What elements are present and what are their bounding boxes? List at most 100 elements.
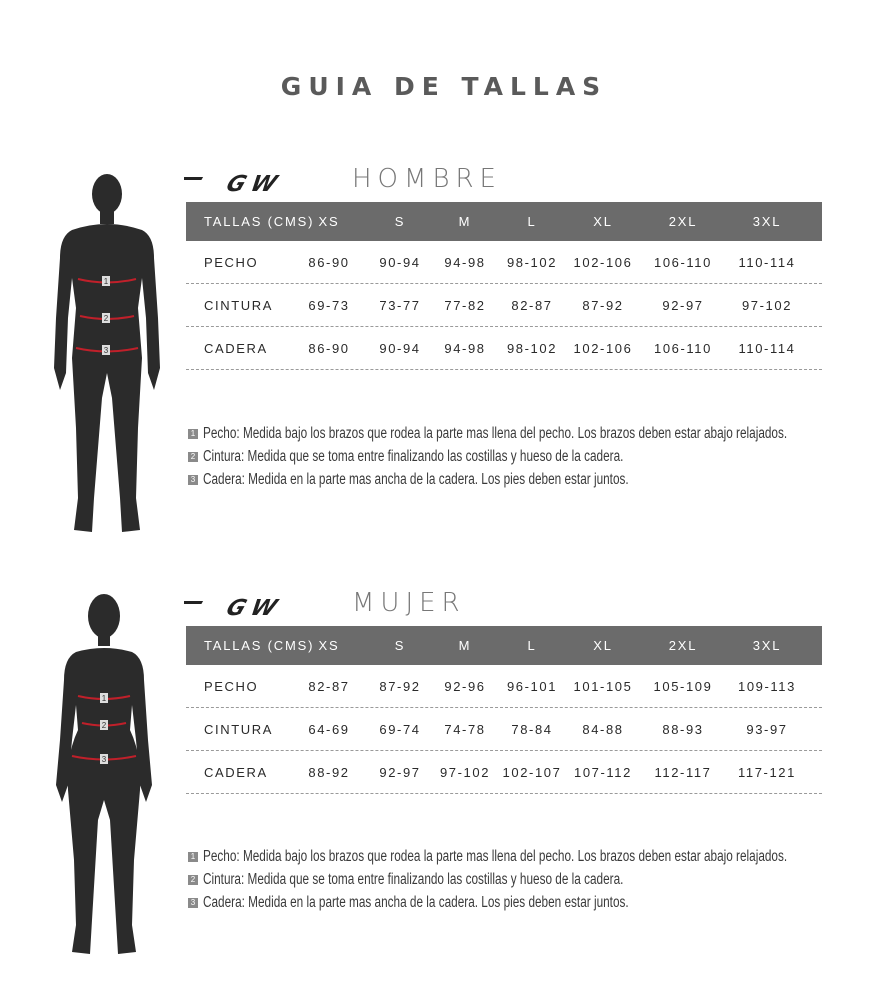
table-cell: 102-106 [573,254,633,270]
row-label: PECHO [204,678,259,694]
table-row: CADERA 88-92 92-97 97-102 102-107 107-112 112-… [186,751,822,794]
size-column-header: S [394,214,406,229]
measurement-notes: 1 Pecho: Medida bajo los brazos que rodea… [188,422,888,491]
table-cell: 69-74 [379,721,421,737]
note-text: Cintura: Medida que se toma entre finali… [203,870,624,888]
size-column-header: XS [318,638,340,653]
note-number: 1 [188,428,198,439]
svg-text:3: 3 [102,755,107,764]
size-table: TALLAS (CMS) XS S M L XL 2XL 3XL PECHO 86-90 90-… [186,202,822,370]
table-cell: 107-112 [574,764,632,780]
table-cell: 69-73 [308,297,350,313]
note-number: 1 [188,851,198,862]
table-cell: 87-92 [582,297,624,313]
row-label: CADERA [204,764,268,780]
table-cell: 88-92 [308,764,350,780]
size-column-header: 2XL [668,214,698,229]
table-cell: 82-87 [308,678,350,694]
size-column-header: 2XL [668,638,698,653]
table-cell: 87-92 [379,678,421,694]
table-cell: 88-93 [662,721,704,737]
svg-text:2: 2 [102,721,107,730]
table-cell: 74-78 [444,721,486,737]
note-number: 2 [188,451,198,462]
size-column-header: XL [593,214,613,229]
table-cell: 117-121 [738,764,796,780]
table-cell: 92-97 [662,297,704,313]
size-column-header: M [458,638,472,653]
svg-text:3: 3 [104,346,109,355]
table-cell: 110-114 [738,254,796,270]
table-cell: 97-102 [439,764,491,780]
header-label: TALLAS (CMS) [204,214,315,229]
size-table: TALLAS (CMS) XS S M L XL 2XL 3XL PECHO 82-87 87-… [186,626,822,794]
table-row: PECHO 86-90 90-94 94-98 98-102 102-106 106-110… [186,241,822,284]
svg-text:1: 1 [102,694,107,703]
note-text: Cintura: Medida que se toma entre finali… [203,447,624,465]
note-item: 1 Pecho: Medida bajo los brazos que rodea… [188,845,888,868]
table-header: TALLAS (CMS) XS S M L XL 2XL 3XL [186,202,822,241]
table-cell: 77-82 [444,297,486,313]
svg-text:1: 1 [104,277,109,286]
table-cell: 102-106 [573,340,633,356]
table-cell: 110-114 [738,340,796,356]
svg-text:GW: GW [223,172,286,194]
size-column-header: 3XL [752,214,782,229]
measurement-notes: 1 Pecho: Medida bajo los brazos que rodea… [188,845,888,914]
row-label: CADERA [204,340,268,356]
gw-brand-logo: GW [184,596,286,618]
row-label: CINTURA [204,297,273,313]
size-column-header: S [394,638,406,653]
table-cell: 86-90 [308,340,350,356]
note-text: Cadera: Medida en la parte mas ancha de … [203,893,629,911]
table-cell: 90-94 [379,340,421,356]
table-cell: 93-97 [746,721,788,737]
table-cell: 84-88 [582,721,624,737]
table-cell: 106-110 [654,340,712,356]
table-cell: 109-113 [738,678,796,694]
size-column-header: L [527,638,537,653]
note-item: 3 Cadera: Medida en la parte mas ancha de… [188,891,888,914]
table-row: CADERA 86-90 90-94 94-98 98-102 102-106 106-11… [186,327,822,370]
table-cell: 78-84 [511,721,553,737]
table-cell: 97-102 [741,297,793,313]
section-heading: HOMBRE [352,164,502,194]
note-text: Cadera: Medida en la parte mas ancha de … [203,470,629,488]
note-text: Pecho: Medida bajo los brazos que rodea … [203,847,788,865]
size-column-header: M [458,214,472,229]
table-cell: 106-110 [654,254,712,270]
svg-text:2: 2 [104,314,109,323]
table-cell: 96-101 [506,678,558,694]
female-silhouette-figure: 1 2 3 [56,594,152,954]
note-item: 1 Pecho: Medida bajo los brazos que rodea… [188,422,888,445]
table-cell: 105-109 [653,678,713,694]
table-cell: 94-98 [444,340,486,356]
table-cell: 94-98 [444,254,486,270]
note-number: 3 [188,474,198,485]
note-item: 2 Cintura: Medida que se toma entre final… [188,445,888,468]
note-text: Pecho: Medida bajo los brazos que rodea … [203,424,788,442]
table-cell: 101-105 [573,678,633,694]
table-cell: 92-96 [444,678,486,694]
table-row: CINTURA 69-73 73-77 77-82 82-87 87-92 92-97 97-… [186,284,822,327]
table-cell: 102-107 [502,764,562,780]
note-number: 3 [188,897,198,908]
table-cell: 64-69 [308,721,350,737]
row-label: CINTURA [204,721,273,737]
table-cell: 86-90 [308,254,350,270]
size-column-header: L [527,214,537,229]
table-row: CINTURA 64-69 69-74 74-78 78-84 84-88 88-93 93-… [186,708,822,751]
row-label: PECHO [204,254,259,270]
size-column-header: XL [593,638,613,653]
size-column-header: XS [318,214,340,229]
table-row: PECHO 82-87 87-92 92-96 96-101 101-105 105-109… [186,665,822,708]
page-title: GUIA DE TALLAS [280,72,608,101]
size-column-header: 3XL [752,638,782,653]
table-header: TALLAS (CMS) XS S M L XL 2XL 3XL [186,626,822,665]
gw-brand-logo: GW [184,172,286,194]
table-cell: 90-94 [379,254,421,270]
table-cell: 92-97 [379,764,421,780]
header-label: TALLAS (CMS) [204,638,315,653]
table-cell: 82-87 [511,297,553,313]
table-cell: 98-102 [506,340,558,356]
